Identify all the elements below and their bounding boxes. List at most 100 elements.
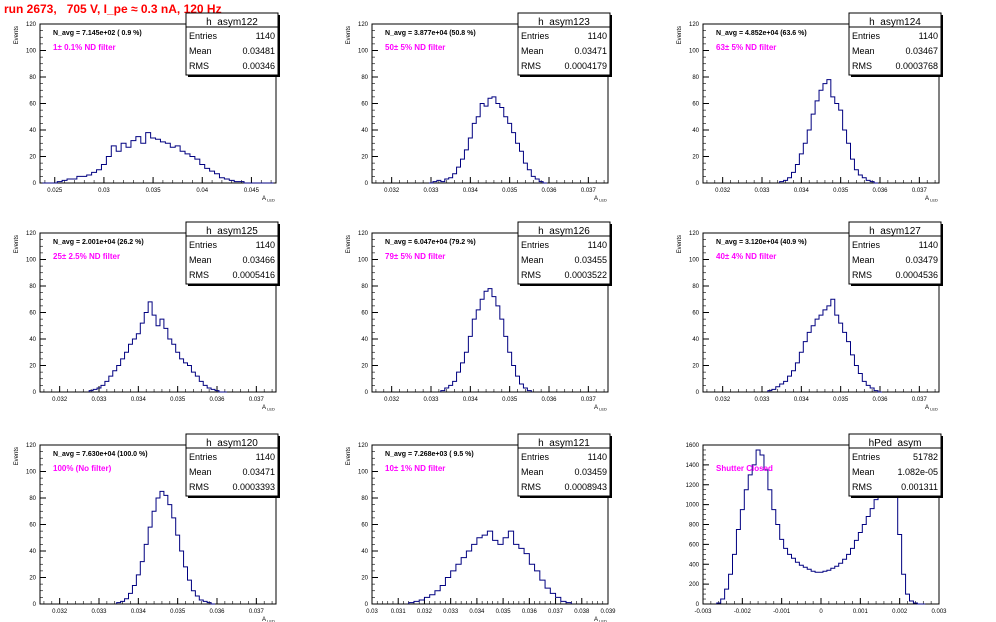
stats-value: 0.0003522: [564, 270, 607, 280]
x-tick-label: 0.034: [463, 188, 479, 194]
stats-value: 0.0005416: [232, 270, 275, 280]
x-tick-label: 0.038: [574, 609, 590, 615]
stats-box-frame: [848, 433, 942, 497]
filter-label: 10± 1% ND filter: [385, 464, 445, 473]
x-tick-label: 0.034: [794, 188, 810, 194]
stats-value: 0.0004179: [564, 61, 607, 71]
stats-title: h_asym126: [538, 226, 590, 237]
x-axis-title: A LED: [262, 196, 275, 203]
x-axis-title: A LED: [262, 617, 275, 622]
stats-key: Mean: [521, 255, 544, 265]
x-axis-subscript: LED: [598, 407, 607, 412]
avg-label: N_avg = 3.877e+04 (50.8 %): [385, 30, 476, 37]
y-axis-title: Events: [677, 235, 683, 253]
x-axis-subscript: LED: [266, 407, 275, 412]
y-tick-label: 0: [696, 602, 700, 608]
y-tick-label: 1200: [686, 483, 700, 489]
stats-value: 0.03467: [905, 46, 938, 56]
y-tick-label: 20: [692, 364, 699, 370]
y-tick-label: 0: [365, 390, 369, 396]
stats-title: h_asym127: [869, 226, 921, 237]
stats-key: Mean: [852, 255, 875, 265]
stats-box-shadow: [278, 224, 280, 286]
stats-title: h_asym121: [538, 438, 590, 449]
stats-key: RMS: [189, 270, 209, 280]
stats-key: RMS: [521, 482, 541, 492]
stats-key: Mean: [189, 255, 212, 265]
x-tick-label: 0.032: [384, 188, 400, 194]
y-tick-label: 80: [29, 284, 36, 290]
x-axis-subscript: LED: [266, 198, 275, 203]
x-axis-title: A LED: [925, 405, 938, 412]
stats-box: h_asym123 Entries 1140 Mean 0.03471 RMS 0.0004…: [517, 12, 612, 77]
stats-key: RMS: [521, 61, 541, 71]
x-tick-label: 0.037: [912, 188, 928, 194]
stats-value: 0.0003393: [232, 482, 275, 492]
avg-label: N_avg = 4.852e+04 (63.6 %): [716, 30, 807, 37]
stats-key: Entries: [852, 452, 881, 462]
x-tick-label: 0.035: [833, 188, 849, 194]
x-tick-label: 0.035: [170, 397, 186, 403]
x-tick-label: 0.033: [443, 609, 459, 615]
y-tick-label: 120: [358, 443, 369, 449]
stats-box-shadow: [520, 284, 612, 286]
x-axis-title: A LED: [925, 196, 938, 203]
x-tick-label: 0.003: [931, 609, 947, 615]
y-tick-label: 60: [29, 102, 36, 108]
y-tick-label: 60: [29, 523, 36, 529]
y-axis-title: Events: [346, 235, 352, 253]
x-tick-label: 0.032: [417, 609, 433, 615]
stats-value: 51782: [913, 452, 938, 462]
y-tick-label: 100: [26, 258, 37, 264]
stats-value: 0.0008943: [564, 482, 607, 492]
filter-label: 100% (No filter): [53, 464, 112, 473]
stats-box: hPed_asym Entries 51782 Mean 1.082e-05 RMS 0.0…: [848, 433, 943, 498]
filter-label: 25± 2.5% ND filter: [53, 252, 120, 261]
stats-box-frame: [517, 12, 611, 76]
stats-box-shadow: [941, 15, 943, 77]
stats-box-shadow: [941, 224, 943, 286]
x-tick-label: 0.035: [502, 188, 518, 194]
avg-label: N_avg = 3.120e+04 (40.9 %): [716, 239, 807, 246]
stats-value: 1140: [588, 452, 607, 462]
y-axis-title: Events: [346, 447, 352, 465]
y-tick-label: 20: [29, 155, 36, 161]
x-tick-label: 0.034: [469, 609, 485, 615]
x-tick-label: 0.034: [794, 397, 810, 403]
stats-key: Entries: [189, 452, 218, 462]
stats-key: Mean: [189, 46, 212, 56]
stats-box-shadow: [188, 496, 280, 498]
stats-key: RMS: [852, 61, 872, 71]
stats-value: 1140: [919, 31, 938, 41]
x-tick-label: 0.045: [244, 188, 260, 194]
stats-value: 0.03471: [242, 467, 275, 477]
y-tick-label: 0: [696, 390, 700, 396]
x-tick-label: 0.034: [131, 397, 147, 403]
stats-box-frame: [517, 221, 611, 285]
x-tick-label: 0.032: [52, 397, 68, 403]
y-axis-title: Events: [677, 26, 683, 44]
stats-box-shadow: [610, 436, 612, 498]
y-tick-label: 120: [358, 231, 369, 237]
y-tick-label: 120: [689, 231, 700, 237]
x-tick-label: 0.036: [541, 397, 557, 403]
x-tick-label: 0.035: [170, 609, 186, 615]
y-tick-label: 100: [26, 470, 37, 476]
x-tick-label: 0.035: [833, 397, 849, 403]
x-tick-label: 0.03: [366, 609, 378, 615]
x-axis-subscript: LED: [598, 198, 607, 203]
y-tick-label: 40: [692, 128, 699, 134]
histogram-line: [779, 79, 879, 184]
stats-value: 0.03455: [574, 255, 607, 265]
x-tick-label: 0.03: [98, 188, 110, 194]
stats-value: 0.00346: [242, 61, 275, 71]
x-tick-label: 0.036: [541, 188, 557, 194]
y-tick-label: 1600: [686, 443, 700, 449]
x-axis-subscript: LED: [929, 407, 938, 412]
histogram-line: [116, 490, 216, 605]
histogram-line: [767, 298, 882, 393]
stats-box-shadow: [941, 436, 943, 498]
y-tick-label: 40: [29, 128, 36, 134]
x-tick-label: 0.035: [496, 609, 512, 615]
stats-value: 0.03459: [574, 467, 607, 477]
